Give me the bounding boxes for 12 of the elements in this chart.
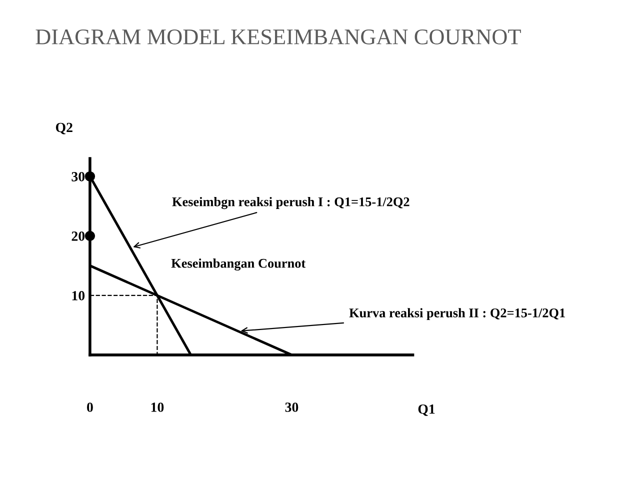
x-tick-label: 30	[285, 402, 298, 412]
x-axis-title: Q1	[418, 404, 435, 416]
x-tick-label: 10	[151, 402, 164, 412]
y-tick-label: 20	[72, 231, 85, 241]
chart-title: DIAGRAM MODEL KESEIMBANGAN COURNOT	[36, 29, 521, 44]
y-tick-label: 10	[72, 291, 85, 300]
annotation: Kurva reaksi perush II : Q2=15-1/2Q1	[349, 308, 565, 320]
x-tick-label: 0	[87, 402, 93, 412]
annotation: Keseimbangan Cournot	[171, 258, 306, 271]
y-tick-label: 30	[72, 172, 85, 182]
annotation: Keseimbgn reaksi perush I : Q1=15-1/2Q2	[172, 196, 410, 210]
y-axis-title: Q2	[56, 122, 72, 134]
